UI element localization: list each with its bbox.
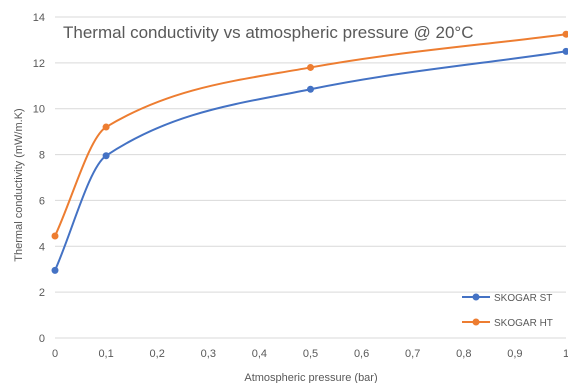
x-tick-labels: 0 0,1 0,2 0,3 0,4 0,5 0,6 0,7 0,8 0,9 1: [52, 348, 568, 360]
series-lines: [51, 30, 568, 274]
x-tick-label: 0,3: [201, 348, 216, 360]
x-tick-label: 1: [563, 348, 568, 360]
legend-item-skogar-st: SKOGAR ST: [462, 293, 552, 304]
x-axis-title: Atmospheric pressure (bar): [244, 372, 377, 383]
y-tick-label: 6: [39, 195, 45, 207]
y-tick-label: 0: [39, 333, 45, 345]
data-point-skogar-st-1: [102, 152, 110, 160]
data-point-skogar-ht-2: [307, 63, 314, 71]
series-line-skogar-st: [54, 50, 567, 271]
y-tick-label: 4: [39, 241, 45, 253]
y-tick-label: 8: [39, 150, 45, 162]
y-axis-title: Thermal conductivity (mW/m.K): [13, 108, 25, 261]
data-point-skogar-st-0: [51, 266, 59, 274]
x-tick-label: 0,9: [507, 348, 522, 360]
x-tick-label: 0,6: [354, 348, 369, 360]
x-tick-label: 0,2: [150, 348, 165, 360]
legend-marker-skogar-st: [472, 293, 480, 301]
y-tick-label: 2: [39, 287, 45, 299]
x-tick-label: 0: [52, 348, 58, 360]
legend: SKOGAR ST SKOGAR HT: [462, 293, 553, 329]
series-line-skogar-ht: [54, 33, 567, 237]
chart-title: Thermal conductivity vs atmospheric pres…: [63, 23, 473, 42]
y-tick-label: 14: [33, 12, 45, 24]
data-point-skogar-ht-3: [562, 30, 568, 38]
y-tick-labels: 0 2 4 6 8 10 12 14: [33, 12, 45, 345]
data-point-skogar-st-3: [562, 47, 568, 55]
x-tick-label: 0,4: [252, 348, 267, 360]
data-point-skogar-st-2: [307, 85, 314, 93]
x-tick-label: 0,1: [98, 348, 113, 360]
legend-label-skogar-ht: SKOGAR HT: [494, 318, 553, 329]
x-tick-label: 0,5: [303, 348, 318, 360]
legend-label-skogar-st: SKOGAR ST: [494, 293, 552, 304]
data-point-skogar-ht-0: [51, 232, 59, 240]
x-tick-label: 0,8: [456, 348, 471, 360]
legend-marker-skogar-ht: [472, 318, 480, 326]
y-tick-label: 12: [33, 58, 45, 70]
legend-item-skogar-ht: SKOGAR HT: [462, 318, 553, 329]
y-tick-label: 10: [33, 104, 45, 116]
x-tick-label: 0,7: [405, 348, 420, 360]
data-point-skogar-ht-1: [102, 123, 110, 131]
